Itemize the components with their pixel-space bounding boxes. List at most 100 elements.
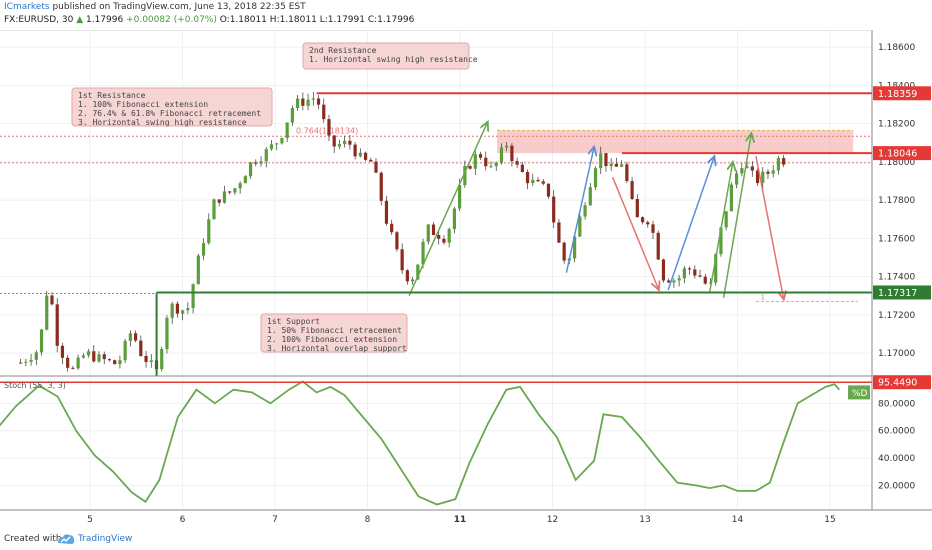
grid <box>0 30 872 510</box>
candle-body <box>677 278 681 281</box>
annotation-title: 2nd Resistance <box>309 46 377 55</box>
candle-body <box>306 99 310 106</box>
candle-body <box>369 159 373 162</box>
publish-line: ICmarkets published on TradingView.com, … <box>4 2 306 12</box>
candle-body <box>311 98 315 100</box>
candle-body <box>343 140 347 145</box>
annotation-line: 1. Horizontal swing high resistance <box>309 55 478 64</box>
candle-body <box>740 168 744 174</box>
stoch-indicator-title: Stoch (55, 3, 3) <box>4 381 66 390</box>
candle-body <box>478 154 483 158</box>
candle-body <box>243 176 247 184</box>
candle-body <box>384 200 389 224</box>
y-axis: 1.186001.184001.182001.180001.178001.176… <box>878 43 915 491</box>
candle-body <box>473 154 477 169</box>
candle-body <box>724 211 728 228</box>
candle-body <box>24 361 28 363</box>
fib-marker-label: 1 <box>761 293 765 301</box>
annotation-title: 1st Resistance <box>78 91 146 100</box>
stoch-tick-label: 20.0000 <box>878 481 915 491</box>
y-tick-label: 1.18600 <box>878 43 915 53</box>
candle-body <box>160 349 164 370</box>
annotation-line: 1. 100% Fibonacci extension <box>78 100 208 109</box>
candle-body <box>212 199 216 220</box>
candle-body <box>651 224 655 233</box>
candle-body <box>468 166 472 169</box>
created-with-label: Created with <box>4 534 62 544</box>
annotation-title: 1st Support <box>267 317 320 326</box>
candle-body <box>750 166 754 171</box>
candle-body <box>55 304 59 346</box>
stoch-line: 95.4490 %D <box>0 375 931 506</box>
candle-body <box>217 199 221 203</box>
levels <box>0 92 872 376</box>
candle-body <box>327 119 331 136</box>
price-label-box <box>873 285 931 300</box>
projection-arrow <box>667 156 714 291</box>
candle-body <box>505 145 509 148</box>
tradingview-link[interactable]: TradingView <box>78 534 133 544</box>
candle-body <box>107 359 112 361</box>
projection-arrows <box>408 122 784 300</box>
price-pane[interactable] <box>0 30 872 376</box>
stoch-pane[interactable] <box>0 376 872 510</box>
candle-body <box>269 144 274 150</box>
candle-body <box>531 179 535 184</box>
candle-body <box>776 158 781 171</box>
candle-body <box>113 360 117 365</box>
candle-body <box>149 360 153 362</box>
candle-body <box>782 158 786 165</box>
candle-body <box>599 153 603 169</box>
candle-body <box>144 355 148 362</box>
candle-body <box>672 280 676 283</box>
candle-body <box>390 223 394 233</box>
candle-body <box>395 232 399 250</box>
candle-body <box>60 345 65 358</box>
author-link[interactable]: ICmarkets <box>4 2 50 12</box>
x-axis: 5 6 7 8 11 12 13 14 15 <box>87 515 836 525</box>
candle-body <box>207 219 211 244</box>
candle-body <box>442 238 446 243</box>
last-price: 1.17996 <box>85 15 124 25</box>
candle-body <box>766 171 770 174</box>
annotation-line: 2. 76.4% & 61.8% Fibonacci retracement <box>78 109 261 118</box>
candle-body <box>275 143 279 145</box>
candle-body <box>280 138 284 144</box>
candle-body <box>489 166 493 168</box>
candle-body <box>238 183 242 189</box>
annotation-box <box>260 313 408 353</box>
stoch-level-box <box>873 375 931 390</box>
candle-body <box>290 107 294 123</box>
projection-arrow <box>408 122 488 297</box>
candle-body <box>97 354 101 362</box>
candle-body <box>557 222 561 243</box>
candle-body <box>458 185 462 209</box>
candle-body <box>562 242 566 261</box>
x-tick-label: 5 <box>87 515 93 525</box>
y-tick-label: 1.18200 <box>878 120 915 130</box>
candle-body <box>102 354 106 360</box>
candle-body <box>66 357 70 368</box>
x-tick-label: 12 <box>547 515 558 525</box>
candle-body <box>196 255 200 285</box>
candle-body <box>614 163 619 167</box>
resistance-zone <box>497 130 854 154</box>
candle-body <box>578 216 582 237</box>
candle-body <box>546 183 551 197</box>
symbol-label[interactable]: FX:EURUSD, 30 <box>4 15 74 25</box>
y-tick-label: 1.18000 <box>878 158 915 168</box>
chart-canvas[interactable]: 0.764(1.18134)1 95.4490%D 1.186001.18400… <box>0 0 932 530</box>
candle-body <box>71 367 75 369</box>
y-tick-label: 1.17000 <box>878 349 915 359</box>
candle-body <box>254 162 258 164</box>
candle-body <box>771 170 775 174</box>
candle-body <box>123 340 127 361</box>
candle-body <box>745 166 749 169</box>
candle-body <box>667 280 671 283</box>
candle-body <box>536 179 540 182</box>
candle-body <box>541 181 545 184</box>
x-tick-label: 6 <box>180 515 186 525</box>
candle-body <box>118 360 122 365</box>
annotation-box <box>302 42 470 70</box>
stoch-tick-label: 80.0000 <box>878 399 915 409</box>
